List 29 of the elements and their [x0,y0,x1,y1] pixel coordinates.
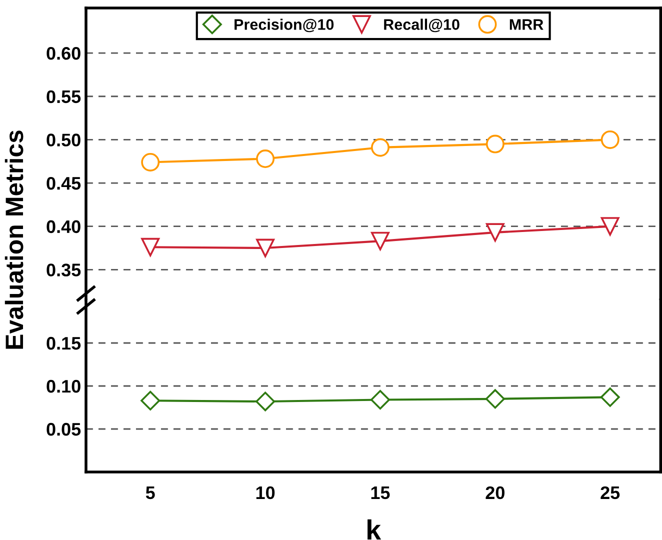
point [600,130,620,149]
x-tick-label: 20 [486,486,504,500]
x-tick-label: 25 [600,486,620,500]
x-tick-label: 5 [146,486,155,500]
point [141,152,160,172]
point [370,138,390,157]
point [256,150,275,168]
point [486,134,504,154]
y-tick-label: 0.15 [46,336,81,350]
legend-label: Precision@10 [234,18,334,32]
y-tick-label: 0.40 [46,220,80,234]
y-tick-label: 0.60 [46,46,80,60]
legend-label: Recall@10 [384,18,460,32]
y-tick-label: 0.35 [46,264,81,276]
y-tick-label: 0.05 [46,422,81,436]
point [141,238,160,256]
y-tick-label: 0.55 [46,90,81,104]
y-tick-label: 0.10 [46,380,80,393]
legend-label: MRR [510,19,544,30]
x-tick-label: 10 [256,486,275,500]
x-tick-label: 15 [371,486,390,500]
point [486,223,504,242]
y-axis-title: Evaluation Metrics [4,130,24,349]
point [256,238,275,258]
point [370,232,390,250]
y-tick-label: 0.45 [46,176,81,190]
y-tick-label: 0.50 [46,134,80,146]
point [600,217,620,236]
x-axis-title: k [368,519,382,540]
